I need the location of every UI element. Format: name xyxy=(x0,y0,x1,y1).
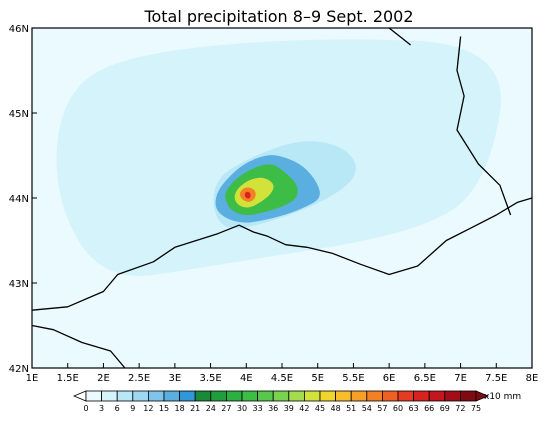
colorbar-level-label: 60 xyxy=(393,404,403,413)
colorbar-level-label: 21 xyxy=(190,404,200,413)
colorbar-level-label: 48 xyxy=(331,404,341,413)
x-tick-label: 4.5E xyxy=(271,373,293,384)
colorbar-box xyxy=(444,390,461,402)
colorbar-box xyxy=(350,390,368,402)
colorbar-box xyxy=(85,390,103,402)
colorbar-box xyxy=(366,390,383,402)
colorbar-level-label: 18 xyxy=(175,404,185,413)
colorbar-level-label: 69 xyxy=(440,404,450,413)
colorbar-box xyxy=(257,390,274,402)
colorbar-box xyxy=(116,390,134,402)
colorbar-level-label: 27 xyxy=(221,404,231,413)
colorbar-level-label: 54 xyxy=(362,404,372,413)
y-tick-label: 46N xyxy=(9,24,29,35)
colorbar-box xyxy=(132,390,149,402)
colorbar-min-arrow xyxy=(72,390,87,402)
border-line-2 xyxy=(388,27,412,46)
colorbar-box xyxy=(101,390,118,402)
x-tick-label: 2.5E xyxy=(128,373,150,384)
colorbar-box xyxy=(397,390,415,402)
precip-contour-63 xyxy=(244,191,251,199)
x-tick-label: 1.5E xyxy=(57,373,79,384)
x-tick-label: 6.5E xyxy=(414,373,436,384)
y-tick-label: 43N xyxy=(9,279,29,290)
coastline-west xyxy=(31,324,126,369)
colorbar-level-label: 36 xyxy=(268,404,278,413)
colorbar-box xyxy=(381,390,399,402)
colorbar-box xyxy=(272,390,290,402)
colorbar-box xyxy=(225,390,243,402)
colorbar-level-label: 66 xyxy=(424,404,434,413)
colorbar-level-label: 45 xyxy=(315,404,325,413)
colorbar-level-label: 24 xyxy=(206,404,216,413)
colorbar-level-label: 63 xyxy=(409,404,419,413)
colorbar-max-arrow xyxy=(475,390,490,402)
colorbar-level-label: 9 xyxy=(130,404,135,413)
coastline-gulf-of-lion xyxy=(31,197,533,311)
x-tick-label: 5E xyxy=(311,373,324,384)
colorbar: 0 3 6 9 12 15 18 21 24 27 30 33 36 39 42 45 48 51 54 57 60 63… xyxy=(72,390,490,413)
x-tick-label: 8E xyxy=(526,373,539,384)
border-line-1 xyxy=(456,36,512,216)
precipitation-field xyxy=(56,39,501,276)
colorbar-box xyxy=(241,390,259,402)
colorbar-level-label: 30 xyxy=(237,404,247,413)
colorbar-level-label: 33 xyxy=(253,404,263,413)
colorbar-box xyxy=(210,390,227,402)
colorbar-level-label: 75 xyxy=(471,404,481,413)
x-tick-label: 1E xyxy=(26,373,39,384)
colorbar-level-label: 42 xyxy=(299,404,309,413)
colorbar-box xyxy=(147,390,165,402)
map-title: Total precipitation 8–9 Sept. 2002 xyxy=(143,7,413,26)
x-tick-label: 6E xyxy=(383,373,396,384)
colorbar-level-label: 72 xyxy=(455,404,465,413)
x-tick-label: 3E xyxy=(169,373,182,384)
x-tick-label: 5.5E xyxy=(342,373,364,384)
colorbar-box xyxy=(163,390,181,402)
coastlines xyxy=(31,27,533,369)
colorbar-level-label: 0 xyxy=(83,404,88,413)
x-tick-label: 2E xyxy=(97,373,110,384)
colorbar-level-label: 39 xyxy=(284,404,294,413)
x-tick-label: 4E xyxy=(240,373,253,384)
colorbar-box xyxy=(413,390,430,402)
y-tick-label: 44N xyxy=(9,194,29,205)
colorbar-level-label: 15 xyxy=(159,404,169,413)
colorbar-box xyxy=(288,390,305,402)
y-tick-label: 42N xyxy=(9,364,29,375)
x-tick-label: 7E xyxy=(454,373,467,384)
colorbar-box xyxy=(459,390,477,402)
colorbar-unit-label: x10 mm xyxy=(484,392,521,402)
colorbar-level-label: 6 xyxy=(115,404,120,413)
colorbar-level-label: 3 xyxy=(99,404,104,413)
colorbar-level-label: 51 xyxy=(346,404,356,413)
y-tick-label: 45N xyxy=(9,109,29,120)
colorbar-level-label: 12 xyxy=(143,404,153,413)
y-axis-ticks: 42N 43N 44N 45N 46N xyxy=(9,24,37,375)
x-tick-label: 7.5E xyxy=(485,373,507,384)
colorbar-box xyxy=(319,390,337,402)
colorbar-box xyxy=(335,390,352,402)
x-tick-label: 3.5E xyxy=(199,373,221,384)
colorbar-box xyxy=(194,390,212,402)
colorbar-box xyxy=(428,390,446,402)
x-axis-ticks: 1E 1.5E 2E 2.5E 3E 3.5E 4E 4.5E 5E 5.5E 6E 6.5E 7E 7.… xyxy=(26,363,539,384)
colorbar-level-label: 57 xyxy=(377,404,387,413)
colorbar-box xyxy=(303,390,321,402)
colorbar-box xyxy=(179,390,196,402)
